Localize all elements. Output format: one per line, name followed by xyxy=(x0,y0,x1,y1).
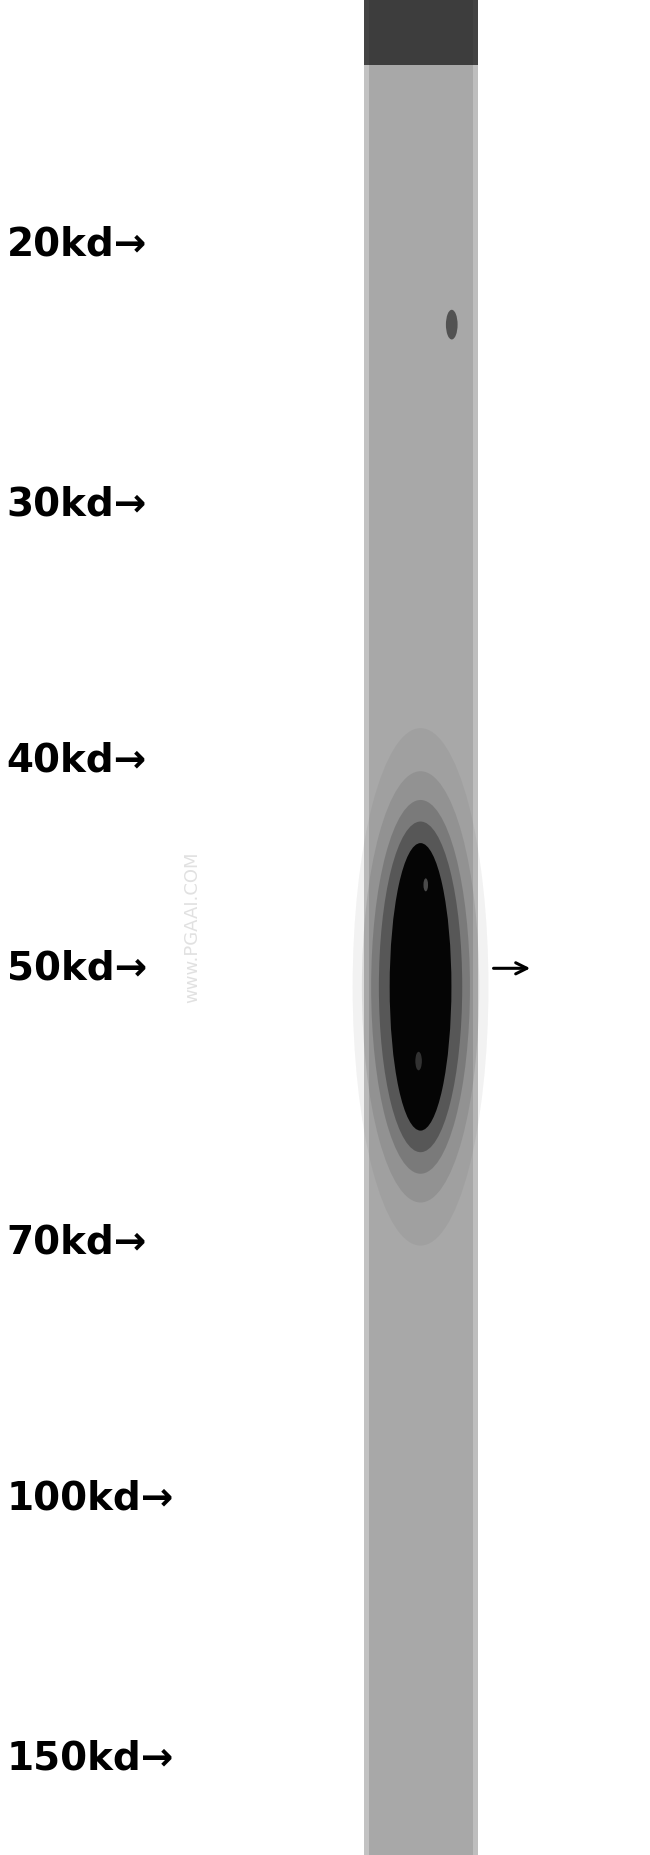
Text: 30kd→: 30kd→ xyxy=(6,486,147,523)
Bar xyxy=(364,0,369,1855)
Ellipse shape xyxy=(390,842,451,1130)
Text: 150kd→: 150kd→ xyxy=(6,1740,174,1777)
Ellipse shape xyxy=(352,727,489,1247)
Ellipse shape xyxy=(371,800,470,1174)
Text: 50kd→: 50kd→ xyxy=(6,950,147,987)
Text: 20kd→: 20kd→ xyxy=(6,226,147,263)
Text: 70kd→: 70kd→ xyxy=(6,1224,147,1261)
Ellipse shape xyxy=(415,1052,422,1070)
Bar xyxy=(364,0,478,1855)
Text: www.PGAAI.COM: www.PGAAI.COM xyxy=(183,851,201,1004)
Ellipse shape xyxy=(362,772,479,1202)
Ellipse shape xyxy=(424,877,428,890)
Bar xyxy=(364,0,478,65)
Text: 100kd→: 100kd→ xyxy=(6,1480,174,1517)
Ellipse shape xyxy=(446,310,458,339)
Text: 40kd→: 40kd→ xyxy=(6,742,147,779)
Ellipse shape xyxy=(379,822,462,1152)
Bar xyxy=(473,0,478,1855)
